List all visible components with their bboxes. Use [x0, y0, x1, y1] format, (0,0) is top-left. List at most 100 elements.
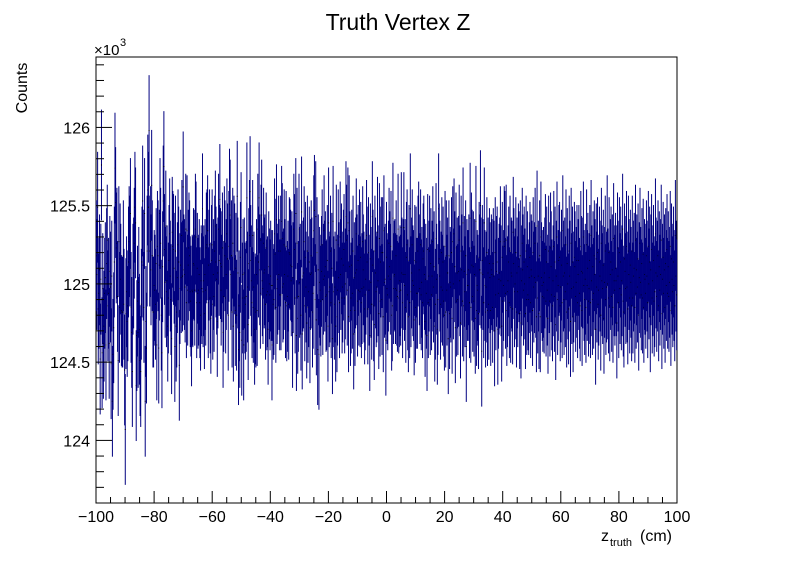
data-point	[313, 154, 315, 266]
data-point	[146, 195, 148, 307]
data-point	[536, 170, 538, 282]
x-tick-label: 40	[494, 509, 512, 526]
data-point	[539, 261, 541, 373]
data-point	[353, 278, 355, 390]
data-point	[104, 222, 106, 334]
data-point	[219, 144, 221, 255]
data-point	[178, 309, 180, 421]
data-point	[397, 173, 399, 285]
data-point	[232, 187, 234, 299]
data-point	[111, 220, 113, 332]
data-point	[332, 165, 334, 277]
data-point	[261, 159, 263, 271]
data-point	[135, 167, 137, 279]
data-point	[285, 190, 287, 302]
data-point	[124, 314, 126, 426]
y-multiplier-base: ×10	[94, 42, 119, 59]
data-point	[106, 184, 108, 296]
x-tick-label: 0	[382, 509, 391, 526]
data-point	[144, 158, 146, 269]
data-point	[227, 203, 229, 315]
x-tick-label: −80	[141, 509, 168, 526]
data-point	[396, 241, 398, 352]
data-point	[243, 289, 245, 401]
data-point	[433, 211, 435, 323]
data-point	[335, 270, 337, 382]
data-point	[595, 273, 597, 385]
y-tick-label: 126	[63, 120, 90, 137]
data-point	[165, 170, 167, 282]
data-point	[331, 283, 333, 395]
data-point	[570, 266, 572, 377]
data-point	[400, 234, 402, 346]
data-point	[301, 278, 303, 390]
data-point	[346, 234, 348, 346]
data-point	[232, 270, 234, 382]
data-point	[174, 195, 176, 307]
data-point	[519, 258, 521, 370]
data-point	[479, 214, 481, 326]
data-point	[565, 189, 567, 301]
data-point	[303, 186, 305, 298]
data-point	[174, 291, 176, 402]
data-point	[445, 256, 447, 368]
x-axis-label: z truth (cm)	[601, 528, 672, 549]
data-point	[118, 186, 120, 298]
data-point	[151, 200, 153, 312]
data-point	[211, 189, 213, 301]
data-point	[378, 258, 380, 370]
data-point	[327, 270, 329, 382]
data-point	[291, 211, 293, 323]
data-point	[249, 136, 251, 247]
data-point	[182, 131, 184, 243]
data-point	[461, 245, 463, 357]
data-point	[367, 253, 369, 365]
data-point	[185, 247, 187, 359]
data-point	[150, 214, 152, 326]
data-point	[478, 258, 480, 370]
data-point	[186, 175, 188, 287]
data-point	[585, 251, 587, 363]
data-point	[131, 316, 133, 427]
data-point	[227, 259, 229, 371]
data-point	[258, 142, 260, 254]
data-point	[434, 248, 436, 360]
data-point	[182, 220, 184, 332]
data-point	[122, 256, 124, 368]
data-point	[539, 200, 541, 312]
data-point	[465, 200, 467, 312]
data-point	[171, 283, 173, 395]
data-point	[450, 197, 452, 309]
x-tick-label: −40	[257, 509, 284, 526]
x-axis-label-main: z	[601, 528, 609, 545]
data-point	[606, 231, 608, 343]
data-point	[306, 195, 308, 307]
x-tick-label: −100	[78, 509, 114, 526]
data-point	[538, 258, 540, 370]
x-axis-label-unit: (cm)	[640, 528, 672, 545]
data-point	[221, 192, 223, 304]
data-point	[616, 267, 618, 379]
x-tick-label: 20	[436, 509, 454, 526]
data-point	[239, 277, 241, 388]
data-point	[158, 292, 160, 404]
data-point	[295, 158, 297, 269]
data-point	[240, 172, 242, 283]
data-point	[141, 206, 143, 318]
data-point	[275, 164, 277, 276]
data-point	[296, 187, 298, 299]
data-point	[164, 226, 166, 338]
data-point	[444, 190, 446, 302]
data-point	[371, 248, 373, 360]
data-point	[474, 262, 476, 374]
data-point	[280, 239, 282, 351]
data-point	[275, 251, 277, 363]
data-point	[339, 247, 341, 359]
data-point	[483, 167, 485, 279]
data-point	[328, 167, 330, 279]
data-point	[100, 109, 102, 221]
data-point	[267, 273, 269, 385]
data-point	[124, 374, 126, 485]
data-point	[392, 162, 394, 274]
data-point	[201, 153, 203, 265]
